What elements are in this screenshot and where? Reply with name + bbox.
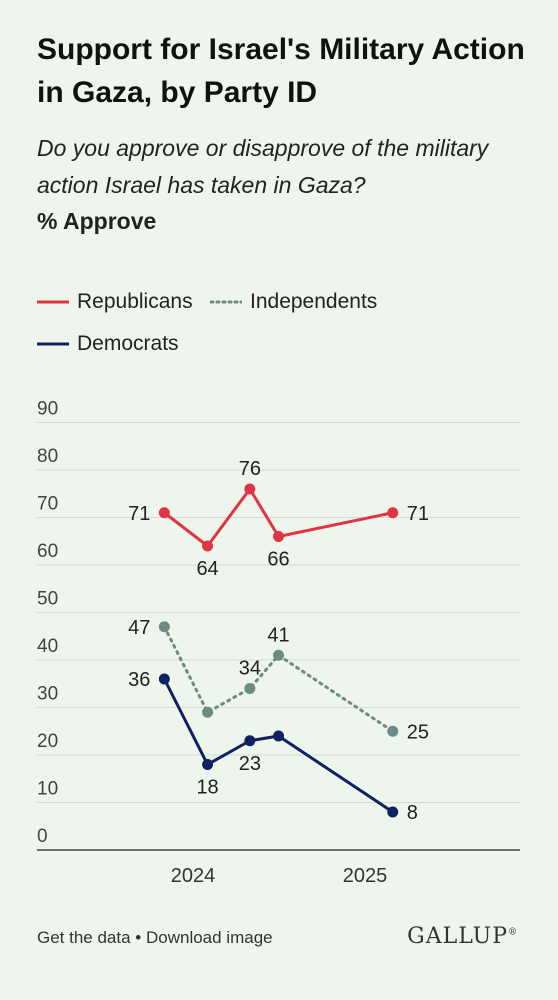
data-label-democrats-1: 18 <box>196 777 218 799</box>
data-point-republicans-3 <box>273 531 285 542</box>
data-label-republicans-2: 76 <box>239 458 261 480</box>
legend-label-independents: Independents <box>250 290 378 313</box>
data-point-democrats-4 <box>387 806 399 818</box>
y-tick-label-30: 30 <box>37 684 58 705</box>
data-label-independents-2: 34 <box>239 658 261 680</box>
data-label-independents-3: 41 <box>267 624 289 646</box>
x-tick-label-2024: 2024 <box>171 865 216 887</box>
data-point-independents-1 <box>202 706 214 718</box>
gallup-logo: GALLUP® <box>407 924 518 949</box>
y-tick-label-0: 0 <box>37 826 48 847</box>
data-label-democrats-2: 23 <box>239 753 261 775</box>
line-chart: 0 10 20 30 40 50 60 70 80 90 2024 2025 71 64 76 66 71 47 3… <box>37 399 520 887</box>
data-point-democrats-3 <box>273 730 285 742</box>
data-point-democrats-1 <box>202 759 214 770</box>
data-label-democrats-4: 8 <box>407 802 418 824</box>
data-point-independents-3 <box>273 649 285 661</box>
data-label-democrats-0: 36 <box>128 669 150 691</box>
gallup-logo-text: GALLUP <box>407 924 508 949</box>
data-label-independents-0: 47 <box>128 617 150 639</box>
data-point-republicans-2 <box>244 483 256 495</box>
legend-swatch-independents <box>210 300 242 304</box>
legend-swatch-republicans <box>37 300 69 304</box>
y-tick-label-40: 40 <box>37 636 58 657</box>
data-point-independents-2 <box>244 683 256 694</box>
legend-item-democrats: Democrats <box>37 332 179 356</box>
legend-label-democrats: Democrats <box>77 332 179 355</box>
download-image-link[interactable]: Download image <box>145 928 273 947</box>
chart-measure: % Approve <box>37 208 157 234</box>
data-point-democrats-0 <box>158 673 170 685</box>
data-point-republicans-4 <box>387 507 399 519</box>
data-label-republicans-0: 71 <box>128 503 150 525</box>
data-point-independents-4 <box>387 725 399 737</box>
legend-label-republicans: Republicans <box>77 290 193 313</box>
get-data-link[interactable]: Get the data <box>37 928 131 947</box>
data-point-democrats-2 <box>244 735 256 747</box>
y-tick-label-10: 10 <box>37 779 58 800</box>
legend-item-independents: Independents <box>210 290 377 314</box>
y-tick-label-50: 50 <box>37 589 58 610</box>
legend-swatch-democrats <box>37 342 69 346</box>
data-label-republicans-1: 64 <box>196 558 218 580</box>
y-tick-label-90: 90 <box>37 399 58 420</box>
data-point-independents-0 <box>158 621 170 633</box>
footer-links: Get the data • Download image <box>37 928 273 948</box>
registered-mark: ® <box>508 927 518 938</box>
x-tick-label-2025: 2025 <box>343 865 388 887</box>
y-tick-label-80: 80 <box>37 446 58 467</box>
data-point-republicans-0 <box>158 507 170 519</box>
y-tick-label-60: 60 <box>37 541 58 562</box>
chart-title: Support for Israel's Military Action in … <box>37 33 525 109</box>
legend-item-republicans: Republicans <box>37 290 193 314</box>
y-tick-label-20: 20 <box>37 731 58 752</box>
series-line-independents <box>162 625 395 733</box>
footer-separator: • <box>130 928 146 947</box>
data-point-republicans-1 <box>202 540 214 552</box>
y-tick-label-70: 70 <box>37 494 58 515</box>
data-label-republicans-3: 66 <box>267 549 289 571</box>
data-label-republicans-4: 71 <box>407 503 429 525</box>
chart-subtitle: Do you approve or disapprove of the mili… <box>37 135 489 198</box>
data-label-independents-4: 25 <box>407 721 429 743</box>
